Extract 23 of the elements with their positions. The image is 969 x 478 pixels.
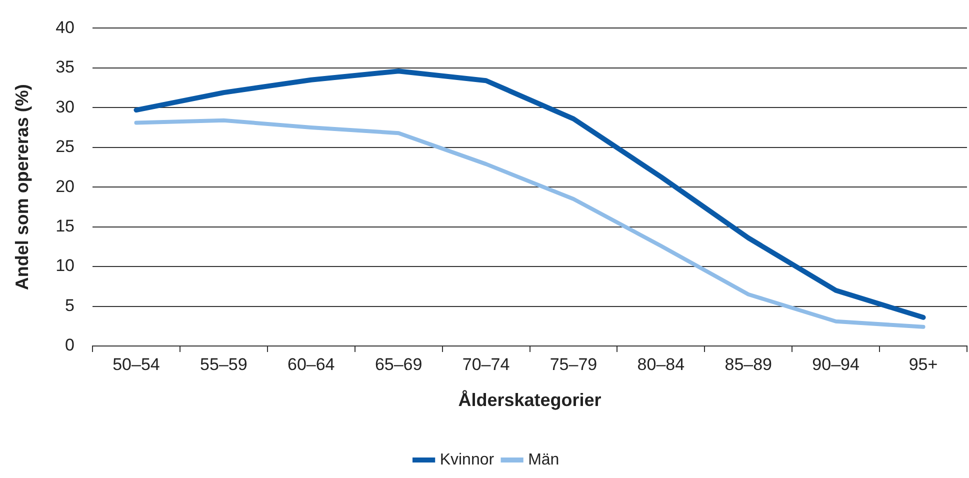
y-tick-label: 0 bbox=[65, 336, 75, 355]
x-tick-label: 70–74 bbox=[462, 354, 510, 374]
x-tick-label: 55–59 bbox=[200, 354, 248, 374]
y-tick-label: 35 bbox=[56, 58, 75, 77]
y-tick-label: 30 bbox=[56, 97, 75, 116]
x-tick-label: 85–89 bbox=[724, 354, 772, 374]
y-tick-label: 40 bbox=[56, 18, 75, 37]
y-tick-label: 5 bbox=[65, 296, 75, 315]
x-tick-label: 90–94 bbox=[812, 354, 860, 374]
y-axis-title: Andel som opereras (%) bbox=[12, 84, 32, 290]
x-tick-label: 60–64 bbox=[287, 354, 335, 374]
legend-label: Kvinnor bbox=[440, 451, 495, 468]
x-tick-label: 50–54 bbox=[112, 354, 160, 374]
y-tick-label: 15 bbox=[56, 216, 75, 236]
x-tick-label: 65–69 bbox=[374, 354, 422, 374]
x-tick-label: 75–79 bbox=[550, 354, 598, 374]
legend-label: Män bbox=[528, 451, 560, 468]
x-tick-label: 95+ bbox=[908, 354, 938, 374]
x-axis-title: Ålderskategorier bbox=[458, 390, 602, 410]
y-tick-label: 25 bbox=[56, 137, 75, 156]
x-tick-label: 80–84 bbox=[637, 354, 685, 374]
y-tick-label: 20 bbox=[56, 176, 75, 196]
y-tick-label: 10 bbox=[56, 256, 75, 276]
